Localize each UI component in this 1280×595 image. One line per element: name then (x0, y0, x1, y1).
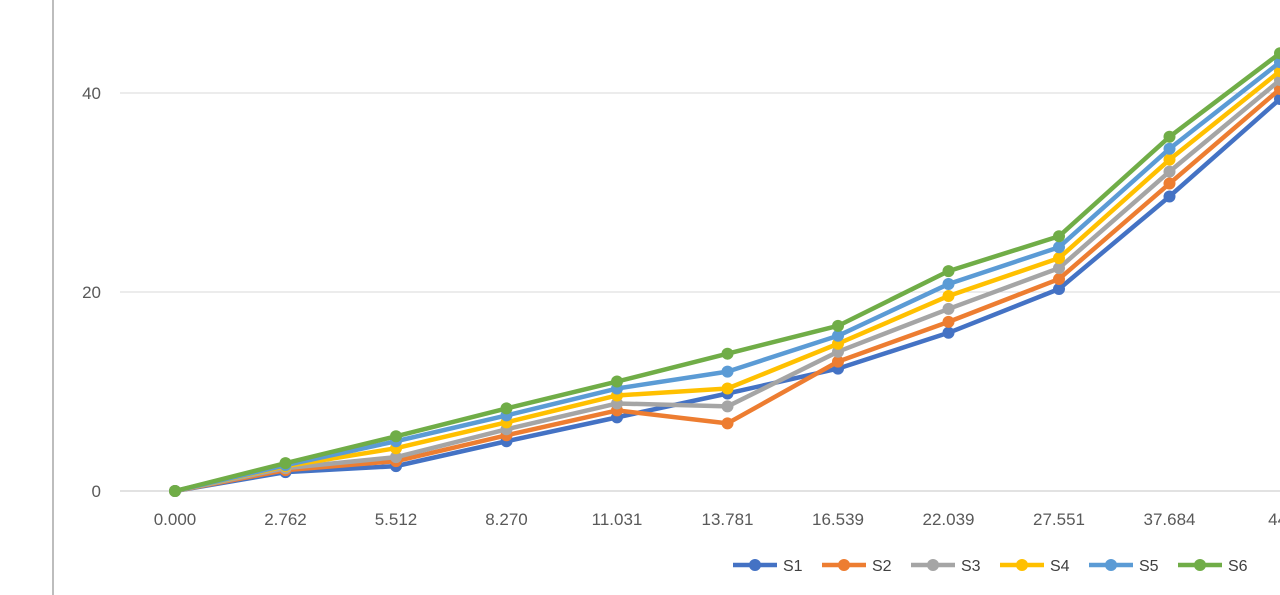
legend-swatch-marker (1105, 559, 1117, 571)
data-point (1163, 165, 1176, 178)
legend-item-s6: S6 (1178, 558, 1248, 575)
legend-swatch-marker (927, 559, 939, 571)
data-point (1053, 262, 1065, 275)
x-tick-label: 5.512 (375, 510, 418, 529)
data-point (1053, 252, 1065, 265)
legend-label: S6 (1228, 558, 1248, 575)
data-point (390, 430, 402, 443)
legend-item-s5: S5 (1089, 558, 1159, 575)
data-point (942, 315, 955, 328)
x-tick-label: 44. (1268, 510, 1280, 529)
data-point (1053, 273, 1065, 286)
legend-item-s2: S2 (822, 558, 892, 575)
legend-swatch-marker (749, 559, 761, 571)
legend-swatch-marker (1016, 559, 1028, 571)
series-s2 (169, 83, 1280, 497)
data-point (390, 451, 402, 464)
data-point (942, 302, 955, 315)
data-point (1163, 190, 1176, 203)
spreadsheet-row-strip (0, 0, 54, 595)
data-point (1163, 130, 1176, 143)
data-point (1274, 92, 1280, 105)
data-point (611, 375, 623, 388)
x-tick-label: 8.270 (485, 510, 528, 529)
legend-swatch-marker (838, 559, 850, 571)
x-tick-label: 37.684 (1144, 510, 1196, 529)
data-point (942, 278, 955, 291)
x-tick-label: 0.000 (154, 510, 197, 529)
data-point (1163, 177, 1176, 190)
x-tick-labels: 0.000 2.762 5.512 8.270 11.031 13.781 16.539 22… (154, 510, 1280, 529)
series-s6 (169, 47, 1280, 497)
data-point (721, 382, 734, 395)
y-tick-label: 40 (82, 84, 101, 103)
series-line (172, 86, 1280, 494)
data-point (942, 265, 955, 278)
data-point (169, 485, 181, 497)
data-point (1163, 153, 1176, 166)
data-point (1053, 230, 1065, 243)
x-tick-label: 27.551 (1033, 510, 1085, 529)
data-point (721, 400, 734, 413)
x-tick-label: 13.781 (702, 510, 754, 529)
data-point (1274, 47, 1280, 60)
legend-label: S1 (783, 558, 803, 575)
data-point (279, 457, 292, 470)
data-point (721, 347, 734, 360)
legend-item-s1: S1 (733, 558, 803, 575)
legend-item-s3: S3 (911, 558, 981, 575)
data-point (832, 355, 844, 368)
x-tick-label: 11.031 (592, 510, 643, 529)
series-line (172, 96, 1280, 494)
data-point (1053, 283, 1065, 296)
x-tick-label: 2.762 (264, 510, 307, 529)
data-point (1163, 142, 1176, 155)
series-line (172, 77, 1280, 494)
y-tick-label: 0 (92, 482, 101, 501)
series-s5 (169, 56, 1280, 497)
data-point (500, 402, 513, 415)
data-point (832, 329, 844, 342)
data-point (942, 289, 955, 302)
data-point (942, 326, 955, 339)
gridlines (120, 92, 1280, 293)
legend: S1 S2 S3 S4 S5 S6 (733, 558, 1248, 575)
legend-swatch-marker (1194, 559, 1206, 571)
data-point (832, 319, 844, 332)
data-point (1053, 241, 1065, 254)
legend-label: S2 (872, 558, 892, 575)
legend-item-s4: S4 (1000, 558, 1070, 575)
y-tick-labels: 0 20 40 (82, 84, 101, 501)
series-s4 (169, 65, 1280, 497)
series-lines (169, 47, 1280, 497)
data-point (721, 365, 734, 378)
y-tick-label: 20 (82, 283, 101, 302)
x-tick-label: 16.539 (812, 510, 864, 529)
data-point (721, 417, 734, 430)
x-tick-label: 22.039 (923, 510, 975, 529)
legend-label: S3 (961, 558, 981, 575)
legend-label: S4 (1050, 558, 1070, 575)
series-s3 (169, 74, 1280, 497)
legend-label: S5 (1139, 558, 1159, 575)
series-s1 (169, 92, 1280, 497)
